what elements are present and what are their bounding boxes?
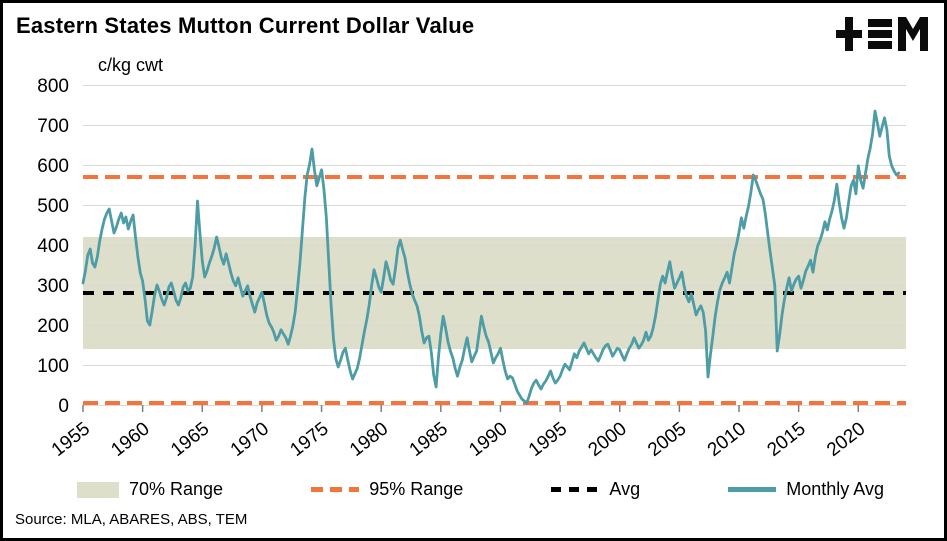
x-tick-label: 2005 (644, 418, 690, 461)
legend-item-monthly-avg: Monthly Avg (728, 479, 884, 500)
y-tick-label: 400 (37, 236, 69, 257)
y-tick-label: 700 (37, 116, 69, 137)
page-title: Eastern States Mutton Current Dollar Val… (16, 13, 475, 38)
legend-item-avg: Avg (551, 479, 640, 500)
x-tick-label: 1965 (167, 418, 213, 461)
y-tick-label: 100 (37, 356, 69, 377)
x-tick-label: 2000 (585, 418, 631, 461)
y-axis-unit-label: c/kg cwt (98, 55, 164, 75)
y-tick-label: 200 (37, 316, 69, 337)
triple-bar-icon (868, 19, 892, 49)
price-chart: 0 100 200 300 400 500 600 700 800 1955 1960 1965 197… (37, 76, 906, 461)
x-tick-label: 1960 (107, 418, 153, 461)
y-tick-label: 600 (37, 156, 69, 177)
legend-swatch-avg (551, 487, 600, 492)
m-icon (898, 17, 928, 51)
tem-logo (836, 15, 928, 53)
legend-label: 70% Range (129, 479, 224, 499)
y-tick-label: 0 (58, 396, 69, 417)
legend-label: Monthly Avg (786, 479, 884, 499)
x-tick-label: 1990 (465, 418, 511, 461)
legend-label: 95% Range (369, 479, 464, 499)
x-tick-label: 1995 (525, 418, 571, 461)
legend-label: Avg (609, 479, 641, 499)
plus-icon (836, 17, 862, 51)
legend-swatch-70-range (77, 481, 119, 498)
legend-item-95-range: 95% Range (311, 479, 463, 500)
monthly-avg-line (81, 109, 901, 405)
x-tick-label: 2020 (823, 418, 869, 461)
legend-swatch-95-range (311, 487, 360, 492)
x-tick-label: 2010 (704, 418, 750, 461)
chart-legend: 70% Range 95% Range Avg Monthly Avg (77, 479, 884, 500)
y-tick-label: 500 (37, 196, 69, 217)
x-tick-label: 1980 (346, 418, 392, 461)
legend-item-70-range: 70% Range (77, 479, 223, 500)
x-tick-label: 1985 (406, 418, 452, 461)
y-tick-label: 800 (37, 76, 69, 97)
x-tick-label: 2015 (763, 418, 809, 461)
source-note: Source: MLA, ABARES, ABS, TEM (15, 511, 248, 528)
x-tick-label: 1975 (286, 418, 332, 461)
y-tick-label: 300 (37, 276, 69, 297)
legend-swatch-monthly-avg (728, 487, 777, 492)
x-tick-label: 1955 (48, 418, 94, 461)
x-tick-label: 1970 (227, 418, 273, 461)
